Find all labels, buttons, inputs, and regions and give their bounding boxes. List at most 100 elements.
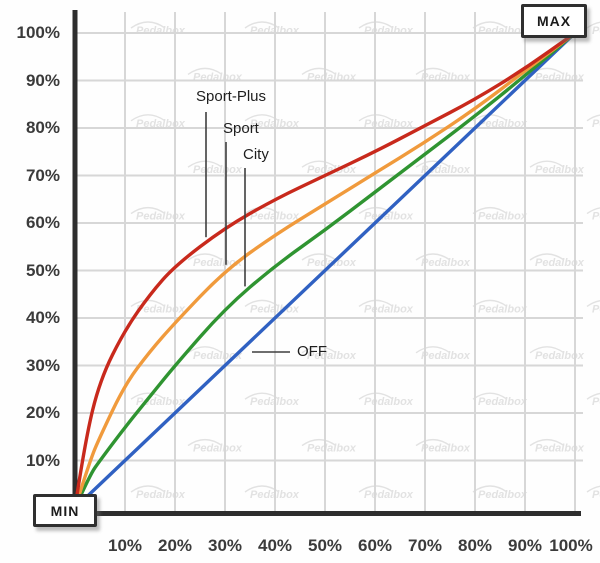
watermark: Pedalbox	[187, 438, 243, 455]
watermark-swoosh-icon	[244, 114, 280, 122]
watermark-text: Pedalbox	[307, 443, 357, 455]
y-tick-label: 60%	[25, 213, 60, 232]
watermark-text: Pedalbox	[535, 71, 585, 83]
watermark-swoosh-icon	[130, 206, 166, 215]
y-tick-label: 50%	[25, 260, 60, 280]
watermark: Pedalbox	[472, 392, 528, 408]
watermark: Pedalbox	[415, 253, 471, 269]
watermark-text: Pedalbox	[307, 71, 357, 83]
x-tick-label: 20%	[157, 536, 193, 555]
y-tick-label: 80%	[25, 118, 60, 137]
watermark: Pedalbox	[130, 485, 186, 501]
watermark-text: Pedalbox	[364, 303, 414, 315]
watermark-swoosh-icon	[187, 346, 223, 354]
watermark: Pedalbox	[187, 253, 243, 269]
watermark-text: Pedalbox	[193, 443, 243, 455]
y-tick-label: 30%	[25, 355, 60, 375]
watermark: Pedalbox	[472, 299, 528, 315]
watermark: Pedalbox	[529, 346, 585, 362]
watermark: Pedalbox	[130, 392, 186, 408]
curve-label-sport: Sport	[223, 120, 259, 137]
watermark-swoosh-icon	[415, 67, 451, 75]
watermark: Pedalbox	[301, 346, 357, 362]
watermark-swoosh-icon	[244, 299, 280, 307]
watermark-text: Pedalbox	[307, 164, 357, 176]
watermark-swoosh-icon	[244, 392, 280, 400]
watermark-text: Pedalbox	[592, 396, 600, 408]
watermark: Pedalbox	[130, 114, 186, 130]
watermark-text: Pedalbox	[478, 118, 528, 130]
watermark-swoosh-icon	[586, 114, 600, 122]
watermark: Pedalbox	[415, 438, 471, 455]
curve-sport-plus	[73, 31, 577, 510]
watermark-text: Pedalbox	[193, 164, 243, 176]
watermark-text: Pedalbox	[478, 396, 528, 408]
watermark: Pedalbox	[586, 21, 600, 37]
watermark-text: Pedalbox	[364, 211, 414, 223]
watermark-text: Pedalbox	[421, 257, 471, 269]
watermark-swoosh-icon	[529, 253, 565, 261]
y-tick-label: 90%	[25, 70, 60, 90]
watermark: Pedalbox	[358, 485, 414, 501]
watermark-text: Pedalbox	[364, 25, 414, 37]
watermark-text: Pedalbox	[478, 489, 528, 501]
watermark-swoosh-icon	[301, 438, 337, 447]
watermark-swoosh-icon	[586, 21, 600, 29]
y-tick-label: 40%	[25, 308, 60, 327]
watermark: Pedalbox	[130, 21, 186, 37]
watermark: Pedalbox	[586, 485, 600, 501]
watermark-text: Pedalbox	[535, 257, 585, 269]
x-tick-label: 10%	[107, 536, 143, 555]
watermark: Pedalbox	[358, 21, 414, 37]
watermark: Pedalbox	[529, 253, 585, 269]
x-tick-label: 30%	[207, 536, 243, 555]
watermark-swoosh-icon	[301, 67, 337, 75]
watermark-swoosh-icon	[130, 485, 166, 493]
watermark-swoosh-icon	[586, 392, 600, 400]
curve-off	[73, 31, 577, 510]
x-tick-label: 80%	[457, 536, 493, 555]
y-tick-label: 100%	[16, 23, 60, 42]
watermark-text: Pedalbox	[136, 489, 186, 501]
watermark-swoosh-icon	[415, 253, 451, 261]
watermark-swoosh-icon	[529, 346, 565, 354]
watermark-swoosh-icon	[187, 438, 223, 447]
watermark-text: Pedalbox	[592, 118, 600, 130]
watermark: Pedalbox	[130, 206, 186, 223]
y-tick-label: 10%	[25, 450, 60, 470]
watermark: Pedalbox	[586, 300, 600, 315]
watermark-text: Pedalbox	[592, 303, 600, 315]
curve-city	[73, 31, 577, 510]
watermark-text: Pedalbox	[592, 25, 600, 37]
watermark-text: Pedalbox	[136, 25, 186, 37]
watermark-swoosh-icon	[244, 21, 280, 29]
watermark-text: Pedalbox	[592, 211, 600, 223]
watermark-text: Pedalbox	[193, 71, 243, 83]
watermark: Pedalbox	[244, 21, 300, 37]
watermark-text: Pedalbox	[535, 350, 585, 362]
watermark: Pedalbox	[529, 438, 585, 455]
x-tick-label: 70%	[407, 536, 443, 555]
curve-label-off: OFF	[297, 343, 327, 360]
watermark-text: Pedalbox	[136, 211, 186, 223]
watermark: Pedalbox	[586, 207, 600, 223]
watermark-text: Pedalbox	[136, 303, 186, 315]
watermark-text: Pedalbox	[364, 118, 414, 130]
watermark-swoosh-icon	[130, 114, 166, 122]
watermark-swoosh-icon	[415, 438, 451, 447]
x-tick-label: 90%	[507, 536, 543, 555]
max-box: MAX	[521, 4, 587, 38]
watermark-swoosh-icon	[187, 67, 223, 75]
watermark-swoosh-icon	[415, 346, 451, 354]
y-tick-label: 20%	[25, 403, 60, 422]
watermark-swoosh-icon	[301, 160, 337, 168]
watermark: Pedalbox	[358, 299, 414, 315]
watermark-swoosh-icon	[586, 300, 600, 307]
watermark-text: Pedalbox	[421, 71, 471, 83]
watermark-swoosh-icon	[130, 21, 166, 29]
watermark-swoosh-icon	[529, 438, 565, 447]
watermark: Pedalbox	[472, 21, 528, 37]
watermark: Pedalbox	[358, 392, 414, 408]
watermark-swoosh-icon	[301, 253, 337, 261]
